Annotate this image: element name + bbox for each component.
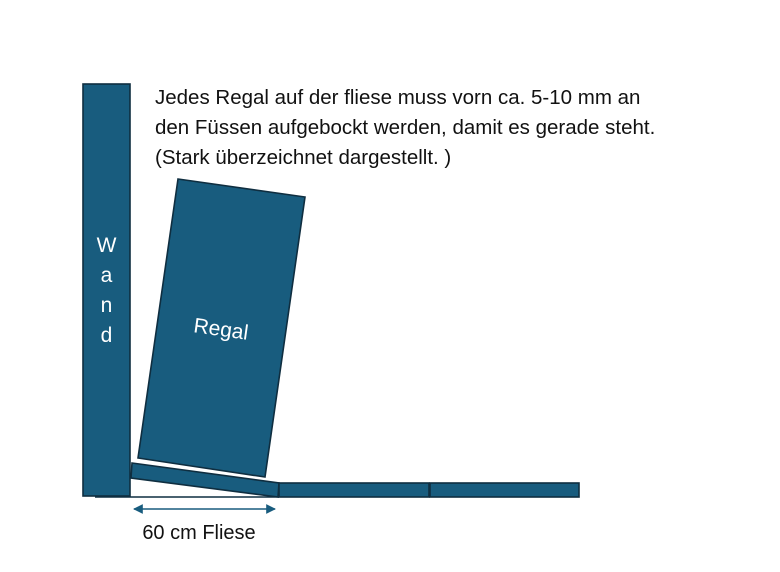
note-line-3: (Stark überzeichnet dargestellt. ) [155, 146, 451, 169]
wall-letter: a [101, 264, 113, 287]
wall-label: W a n d [97, 234, 117, 347]
wall-letter: W [97, 234, 117, 257]
instruction-note: Jedes Regal auf der fliese muss vorn ca.… [155, 86, 661, 169]
note-line-2: den Füssen aufgebockt werden, damit es g… [155, 116, 655, 139]
wall-letter: n [101, 294, 113, 317]
floor-tile-1 [278, 482, 430, 498]
floor-tile-2 [429, 482, 580, 498]
wall [82, 83, 131, 497]
dimension-label: 60 cm Fliese [142, 522, 255, 544]
shelf [137, 178, 306, 478]
note-line-1: Jedes Regal auf der fliese muss vorn ca.… [155, 86, 640, 109]
wall-letter: d [101, 324, 113, 347]
